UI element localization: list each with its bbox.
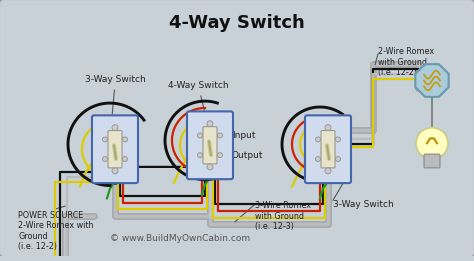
Text: Input: Input [232, 131, 255, 140]
Text: Output: Output [232, 151, 264, 160]
Text: POWER SOURCE
2-Wire Romex with
Ground
(i.e. 12-2): POWER SOURCE 2-Wire Romex with Ground (i… [18, 211, 93, 251]
Circle shape [198, 133, 202, 138]
Circle shape [207, 164, 213, 170]
Circle shape [102, 137, 108, 142]
FancyBboxPatch shape [187, 111, 233, 179]
Text: 3-Wire Romex
with Ground
(i.e. 12-3): 3-Wire Romex with Ground (i.e. 12-3) [255, 201, 311, 231]
Text: 3-Way Switch: 3-Way Switch [85, 75, 146, 114]
Text: 2-Wire Romex
with Ground
(i.e. 12-2): 2-Wire Romex with Ground (i.e. 12-2) [378, 47, 434, 77]
FancyBboxPatch shape [424, 154, 440, 168]
Circle shape [218, 153, 222, 158]
Circle shape [336, 157, 340, 162]
Circle shape [112, 168, 118, 174]
Circle shape [207, 121, 213, 127]
Text: © www.BuildMyOwnCabin.com: © www.BuildMyOwnCabin.com [110, 234, 250, 244]
Polygon shape [415, 64, 448, 97]
Circle shape [336, 137, 340, 142]
Circle shape [218, 133, 222, 138]
Circle shape [112, 125, 118, 130]
Circle shape [102, 157, 108, 162]
Circle shape [316, 137, 320, 142]
FancyBboxPatch shape [305, 115, 351, 183]
Circle shape [122, 157, 128, 162]
Circle shape [198, 153, 202, 158]
Text: 4-Way Switch: 4-Way Switch [168, 81, 228, 110]
FancyBboxPatch shape [203, 127, 217, 164]
Circle shape [316, 157, 320, 162]
FancyBboxPatch shape [92, 115, 138, 183]
Text: 4-Way Switch: 4-Way Switch [169, 14, 305, 32]
Text: 3-Way Switch: 3-Way Switch [333, 200, 394, 209]
Circle shape [122, 137, 128, 142]
FancyBboxPatch shape [321, 130, 335, 168]
FancyBboxPatch shape [108, 130, 122, 168]
Circle shape [325, 125, 331, 130]
Circle shape [416, 128, 448, 159]
Circle shape [325, 168, 331, 174]
